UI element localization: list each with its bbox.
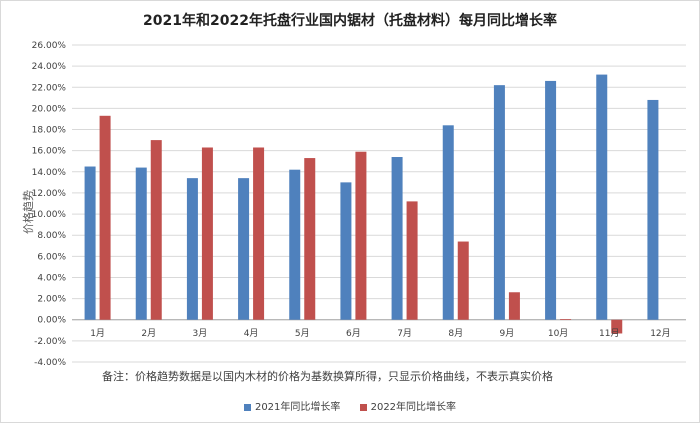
y-tick-label: 8.00%	[37, 231, 66, 241]
legend-item-2022: 2022年同比增长率	[359, 398, 457, 413]
y-tick-label: 2.00%	[37, 295, 66, 305]
legend-label-2021: 2021年同比增长率	[254, 402, 341, 413]
legend-label-2022: 2022年同比增长率	[370, 402, 457, 413]
bar-2022	[304, 158, 316, 320]
chart-legend: 2021年同比增长率 2022年同比增长率	[0, 398, 700, 413]
bar-2022	[201, 147, 213, 320]
legend-item-2021: 2021年同比增长率	[243, 398, 341, 413]
bar-2022	[99, 115, 111, 320]
bar-2022	[355, 151, 367, 320]
y-tick-label: 6.00%	[37, 252, 66, 262]
bar-2022	[457, 241, 469, 320]
x-tick-label: 12月	[650, 328, 670, 339]
bar-2022	[150, 140, 162, 320]
bar-2021	[391, 157, 403, 320]
x-tick-label: 4月	[244, 328, 259, 339]
x-tick-label: 6月	[346, 328, 361, 339]
x-tick-label: 9月	[500, 328, 515, 339]
x-tick-label: 11月	[599, 328, 619, 339]
bar-2021	[84, 166, 96, 320]
bar-2022	[611, 319, 623, 334]
y-tick-label: 10.00%	[32, 210, 67, 220]
chart-note: 备注：价格趋势数据是以国内木材的价格为基数换算所得，只显示价格曲线，不表示真实价…	[102, 370, 553, 383]
bar-2022	[253, 147, 265, 320]
bar-2022	[406, 201, 418, 320]
y-tick-label: 26.00%	[32, 41, 67, 51]
bar-2021	[442, 125, 454, 320]
bar-2021	[545, 80, 557, 320]
y-tick-label: 4.00%	[37, 273, 66, 283]
x-tick-label: 2月	[141, 328, 156, 339]
y-tick-label: -2.00%	[34, 337, 66, 347]
chart-title: 2021年和2022年托盘行业国内锯材（托盘材料）每月同比增长率	[143, 13, 557, 29]
y-tick-label: 16.00%	[32, 147, 67, 157]
bar-2021	[647, 99, 659, 320]
y-tick-label: 20.00%	[32, 104, 67, 114]
y-tick-label: 24.00%	[32, 62, 67, 72]
x-tick-label: 5月	[295, 328, 310, 339]
bar-2022	[560, 319, 572, 321]
x-tick-label: 1月	[90, 328, 105, 339]
y-tick-label: 12.00%	[32, 189, 67, 199]
y-tick-label: 18.00%	[32, 126, 67, 136]
x-tick-label: 10月	[548, 328, 568, 339]
bar-2021	[186, 178, 198, 320]
bar-2021	[340, 182, 352, 320]
x-tick-label: 3月	[193, 328, 208, 339]
bar-2021	[289, 169, 301, 320]
bar-2021	[135, 167, 147, 320]
x-tick-label: 8月	[448, 328, 463, 339]
bar-2021	[493, 85, 505, 320]
bar-2022	[508, 292, 520, 320]
bar-2021	[596, 74, 608, 320]
y-tick-label: -4.00%	[34, 358, 66, 368]
x-tick-label: 7月	[397, 328, 412, 339]
bar-2021	[238, 178, 250, 320]
legend-swatch-2021	[243, 403, 251, 411]
y-tick-label: 14.00%	[32, 168, 67, 178]
y-tick-label: 0.00%	[37, 316, 66, 326]
legend-swatch-2022	[359, 403, 367, 411]
y-tick-label: 22.00%	[32, 83, 67, 93]
